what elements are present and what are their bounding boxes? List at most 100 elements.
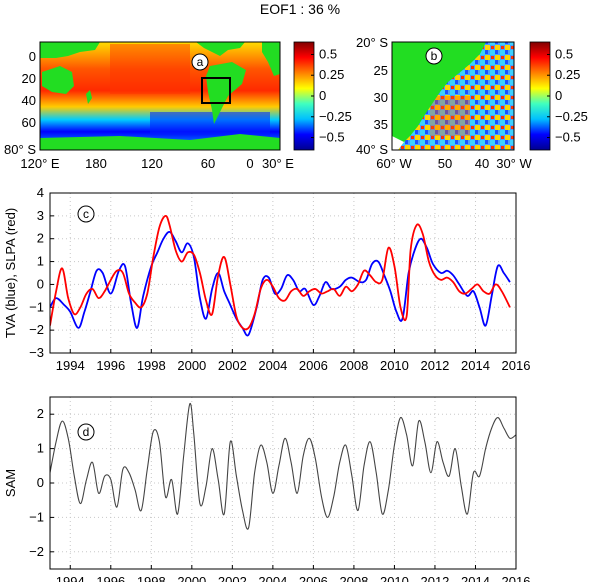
- series-line-c-1: [50, 215, 511, 331]
- chart-d-x-ticks: 1994 1996 1998 2000 2002 2004 2006 2008 2010 2012…: [56, 574, 531, 582]
- lon-tick: 30° E: [262, 156, 294, 171]
- colorbar-tick-label: 0.25: [555, 67, 580, 82]
- lon-tick: 180: [85, 156, 107, 171]
- y-tick-label: 0: [37, 276, 44, 291]
- x-tick-label: 2000: [177, 574, 206, 582]
- map-b-nodata: [392, 136, 404, 150]
- lat-tick: 20° S: [356, 35, 388, 50]
- lat-tick: 40: [22, 93, 36, 108]
- lat-tick: 35: [374, 117, 388, 132]
- colorbar-b-ticks: 0.5 0.25 0 −0.25 −0.5: [547, 46, 588, 145]
- lat-tick: 25: [374, 63, 388, 78]
- y-tick-label: 4: [37, 185, 44, 200]
- australia-land: [42, 66, 74, 94]
- chart-d-ylabel: SAM: [3, 469, 18, 497]
- lon-tick: 60: [201, 156, 215, 171]
- map-b-land: [392, 42, 486, 150]
- colorbar-a-ticks: 0.5 0.25 0 −0.25 −0.5: [311, 46, 352, 145]
- chart-c-grid: [50, 192, 517, 354]
- series-line-d-0: [50, 402, 516, 530]
- x-tick-label: 2004: [258, 574, 287, 582]
- y-tick-label: −1: [29, 509, 44, 524]
- chart-d-label: d: [83, 425, 90, 439]
- x-tick-label: 2016: [502, 574, 531, 582]
- chart-c-x-ticks: 1994 1996 1998 2000 2002 2004 2006 2008 2010 2012…: [56, 358, 531, 373]
- colorbar-tick-label: 0.25: [319, 67, 344, 82]
- chart-c-label: c: [83, 207, 89, 221]
- north-america-land: [196, 42, 245, 56]
- x-tick-label: 2000: [177, 358, 206, 373]
- x-tick-label: 2010: [380, 358, 409, 373]
- lon-tick: 50: [438, 156, 452, 171]
- lon-tick: 120: [141, 156, 163, 171]
- x-tick-label: 2010: [380, 574, 409, 582]
- y-tick-label: 1: [37, 254, 44, 269]
- chart-c-frame: [49, 192, 517, 354]
- lat-tick: 60: [22, 115, 36, 130]
- chart-d-frame: [49, 396, 517, 570]
- map-a-label: a: [197, 55, 204, 69]
- y-tick-label: −1: [29, 299, 44, 314]
- map-b-warm-band: [430, 96, 470, 136]
- lat-tick: 30: [374, 90, 388, 105]
- colorbar-a: 0.5 0.25 0 −0.25 −0.5: [293, 41, 352, 151]
- x-tick-label: 2004: [258, 358, 287, 373]
- y-tick-label: 1: [37, 441, 44, 456]
- y-tick-label: 0: [37, 475, 44, 490]
- colorbar-tick-label: 0.5: [555, 46, 573, 61]
- region-b-box: [201, 77, 231, 104]
- map-b-label-circle: [425, 47, 443, 65]
- y-tick-label: −2: [29, 322, 44, 337]
- map-a-lat-ticks: 0 20 40 60 80° S: [4, 49, 36, 157]
- map-b-label: b: [431, 49, 438, 63]
- x-tick-label: 2012: [420, 358, 449, 373]
- x-tick-label: 2002: [218, 574, 247, 582]
- chart-c-label-circle: [77, 205, 95, 223]
- lon-tick: 0: [246, 156, 253, 171]
- map-b-lon-ticks: 60° W 50 40 30° W: [376, 156, 532, 171]
- lon-tick: 120° E: [20, 156, 60, 171]
- map-a-lon-ticks: 120° E 180 120 60 0 30° E: [20, 156, 294, 171]
- x-tick-label: 2014: [461, 358, 490, 373]
- x-tick-label: 2008: [339, 574, 368, 582]
- lon-tick: 30° W: [496, 156, 532, 171]
- map-a-warm-region: [110, 44, 190, 94]
- x-tick-label: 1998: [137, 358, 166, 373]
- asia-land: [40, 42, 100, 58]
- x-tick-label: 1996: [96, 574, 125, 582]
- colorbar-b: 0.5 0.25 0 −0.25 −0.5: [529, 41, 588, 151]
- chart-d-grid: [50, 397, 517, 569]
- figure-title: EOF1 : 36 %: [260, 1, 340, 17]
- y-tick-label: −3: [29, 345, 44, 360]
- map-b-frame: [391, 41, 515, 151]
- y-tick-label: 3: [37, 208, 44, 223]
- colorbar-tick-label: 0: [319, 88, 326, 103]
- map-a-land: [40, 42, 280, 150]
- chart-c-y-ticks: 4 3 2 1 0 −1 −2 −3: [29, 185, 44, 360]
- x-tick-label: 2014: [461, 574, 490, 582]
- chart-c-ylabel: TVA (blue), SLPA (red): [3, 208, 18, 338]
- x-tick-label: 2006: [299, 574, 328, 582]
- map-a-cold-region: [150, 112, 270, 134]
- map-a-label-circle: [191, 53, 209, 71]
- map-a-frame: [39, 41, 281, 151]
- new-zealand-land: [86, 90, 92, 104]
- colorbar-tick-label: −0.5: [319, 130, 345, 145]
- x-tick-label: 2008: [339, 358, 368, 373]
- lat-tick: 80° S: [4, 142, 36, 157]
- colorbar-tick-label: −0.25: [555, 109, 588, 124]
- chart-d-y-ticks: 2 1 0 −1 −2: [29, 406, 44, 559]
- lon-tick: 60° W: [376, 156, 412, 171]
- x-tick-label: 1994: [56, 358, 85, 373]
- map-b-lat-ticks: 20° S 25 30 35 40° S: [356, 35, 388, 157]
- lon-tick: 40: [475, 156, 489, 171]
- antarctica-land: [40, 134, 280, 150]
- x-tick-label: 1994: [56, 574, 85, 582]
- lat-tick: 0: [29, 49, 36, 64]
- map-b: b 20° S 25 30 35 40° S 60° W 50 40 30° W: [356, 35, 532, 171]
- colorbar-tick-label: −0.25: [319, 109, 352, 124]
- lat-tick: 40° S: [356, 142, 388, 157]
- x-tick-label: 1996: [96, 358, 125, 373]
- colorbar-tick-label: −0.5: [555, 130, 581, 145]
